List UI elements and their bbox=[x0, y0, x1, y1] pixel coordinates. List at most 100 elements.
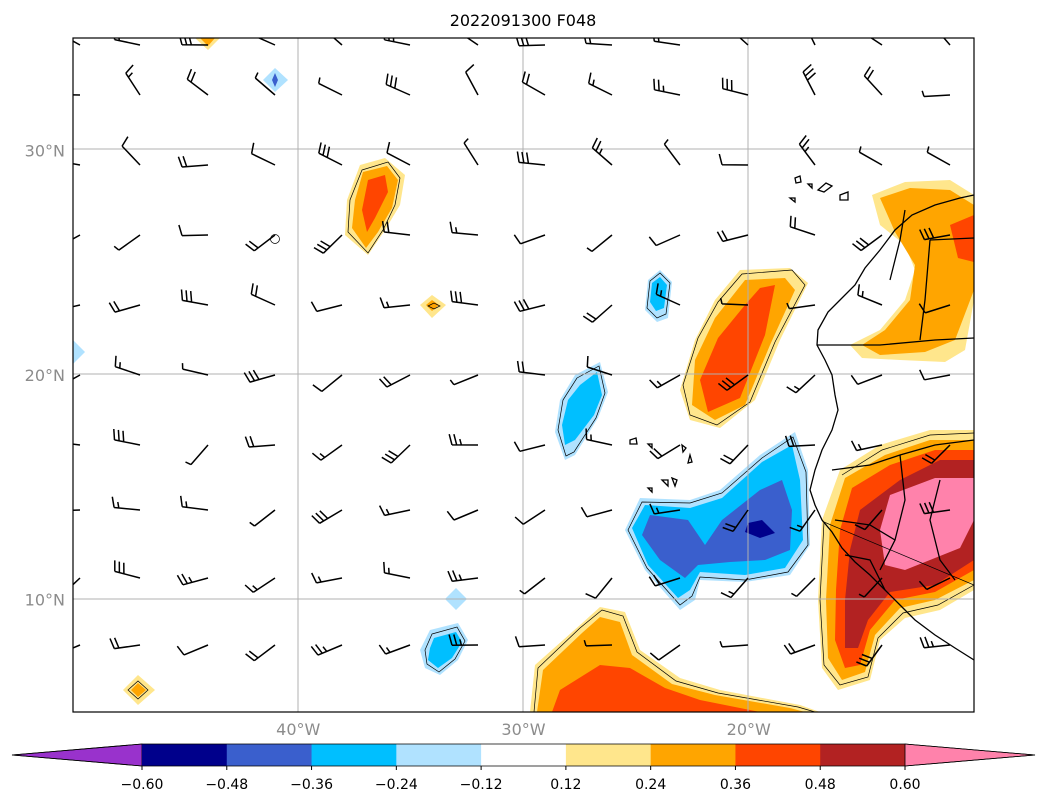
wind-barb bbox=[719, 297, 749, 306]
colorbar-tick-label: −0.12 bbox=[460, 777, 503, 793]
colorbar-tick-label: 0.60 bbox=[889, 777, 920, 793]
wind-barb bbox=[386, 141, 411, 166]
wind-barb bbox=[463, 138, 479, 166]
contour-negative-blob-a-inner bbox=[272, 73, 278, 87]
islands-capeverde bbox=[629, 437, 693, 494]
wind-barb bbox=[125, 64, 141, 96]
wind-barb bbox=[587, 72, 613, 96]
wind-barb bbox=[521, 71, 546, 96]
wind-barb bbox=[311, 444, 343, 461]
wind-barb bbox=[655, 283, 681, 306]
wind-barb bbox=[113, 38, 141, 46]
map-plot-area bbox=[73, 38, 974, 712]
wind-barb bbox=[449, 374, 479, 386]
wind-barb bbox=[113, 234, 141, 251]
wind-barb bbox=[919, 636, 951, 649]
wind-barb bbox=[514, 636, 546, 648]
wind-barb bbox=[716, 230, 749, 243]
contour-negative-main-blue bbox=[642, 480, 792, 578]
wind-barb bbox=[519, 577, 546, 595]
wind-barb bbox=[653, 78, 681, 96]
wind-barb bbox=[446, 509, 479, 521]
wind-barb bbox=[114, 355, 141, 376]
wind-barb bbox=[381, 444, 411, 464]
wind-barb bbox=[381, 220, 411, 236]
wind-barb bbox=[850, 440, 883, 452]
wind-barb bbox=[585, 577, 613, 599]
wind-barb bbox=[919, 501, 951, 515]
wind-barb bbox=[586, 355, 613, 376]
wind-barb bbox=[177, 156, 209, 168]
wind-barb bbox=[513, 234, 546, 245]
contour-positive-blob-b-inner bbox=[131, 683, 146, 697]
wind-barb bbox=[312, 374, 343, 393]
contour-positive-nw-core bbox=[362, 175, 388, 232]
wind-barb bbox=[378, 505, 411, 517]
wind-barb bbox=[856, 644, 883, 667]
contour-negative-blob-c bbox=[73, 340, 85, 364]
wind-barb bbox=[310, 301, 343, 313]
colorbar-segment bbox=[735, 744, 821, 766]
wind-barb bbox=[802, 63, 817, 96]
wind-barb bbox=[648, 234, 681, 247]
wind-barb bbox=[249, 509, 276, 527]
coastline-layer bbox=[629, 175, 974, 661]
wind-barb bbox=[798, 135, 816, 166]
wind-barb bbox=[317, 77, 343, 96]
latitude-tick-label: 30°N bbox=[25, 141, 65, 160]
contour-fill-layer bbox=[73, 38, 974, 712]
wind-barb bbox=[450, 290, 479, 306]
wind-barb bbox=[114, 560, 141, 579]
wind-barb bbox=[466, 38, 479, 46]
colorbar-segment bbox=[311, 744, 397, 766]
wind-barb bbox=[73, 40, 81, 46]
map-title: 2022091300 F048 bbox=[450, 11, 597, 30]
wind-barb bbox=[648, 574, 681, 587]
wind-barb bbox=[591, 137, 613, 166]
colorbar-tick-label: −0.60 bbox=[121, 777, 164, 793]
longitude-tick-label: 30°W bbox=[501, 720, 545, 739]
wind-barb bbox=[810, 38, 816, 46]
wind-barb bbox=[186, 68, 209, 96]
colorbar-tick-label: −0.48 bbox=[205, 777, 248, 793]
contour-positive-blob-c-inner bbox=[200, 38, 215, 46]
wind-barb bbox=[852, 234, 883, 252]
wind-barb bbox=[921, 90, 951, 98]
wind-barb bbox=[791, 577, 816, 598]
colorbar-segment bbox=[481, 744, 567, 766]
wind-barb bbox=[185, 444, 209, 466]
wind-barb bbox=[109, 637, 141, 650]
wind-barb bbox=[383, 561, 411, 579]
map-frame bbox=[72, 37, 975, 713]
wind-barb bbox=[789, 215, 816, 236]
wind-barb bbox=[449, 221, 479, 236]
islands-canary bbox=[788, 175, 849, 204]
colorbar-segment bbox=[226, 744, 313, 766]
wind-barb bbox=[73, 163, 81, 166]
wind-barb bbox=[649, 444, 681, 460]
colorbar-tick-label: 0.36 bbox=[720, 777, 751, 793]
contour-positive-blob-a-inner bbox=[426, 300, 439, 311]
wind-barb bbox=[243, 369, 276, 383]
latitude-axis: 30°N 20°N 10°N bbox=[25, 141, 65, 609]
wind-barb bbox=[850, 374, 883, 386]
wind-barb bbox=[739, 38, 749, 46]
wind-barb bbox=[250, 142, 276, 166]
wind-barb bbox=[108, 301, 141, 313]
wind-barb bbox=[318, 142, 343, 166]
wind-barb bbox=[257, 38, 276, 46]
wind-barb bbox=[465, 64, 479, 96]
wind-barb bbox=[447, 570, 479, 583]
wind-barb bbox=[181, 363, 209, 376]
wind-barb bbox=[722, 509, 749, 533]
wind-barb bbox=[921, 444, 951, 465]
contour-negative-main-core bbox=[745, 520, 775, 538]
wind-barb bbox=[926, 146, 951, 166]
wind-barb bbox=[653, 38, 681, 46]
border-5 bbox=[879, 454, 906, 571]
wind-barb bbox=[514, 509, 546, 525]
wind-barb bbox=[783, 642, 816, 655]
wind-barb bbox=[649, 374, 681, 389]
border-3 bbox=[919, 239, 931, 341]
